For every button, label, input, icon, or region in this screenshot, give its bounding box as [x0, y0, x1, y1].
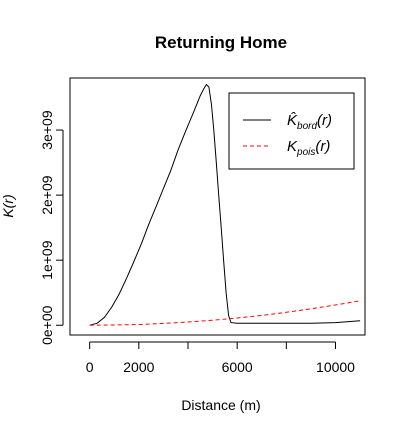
- x-tick-label: 2000: [123, 359, 154, 375]
- x-tick-label: 6000: [222, 359, 253, 375]
- x-tick-label: 10000: [316, 359, 355, 375]
- x-axis-label: Distance (m): [181, 397, 260, 413]
- y-axis: 0e+00 1e+09 2e+09 3e+09: [39, 110, 63, 345]
- y-tick-label: 2e+09: [39, 175, 55, 215]
- x-axis: 0 2000 6000 10000: [86, 342, 355, 375]
- x-tick-label: 0: [86, 359, 94, 375]
- y-tick-label: 1e+09: [39, 240, 55, 280]
- y-axis-label-text: K(r): [0, 194, 16, 217]
- chart-title: Returning Home: [155, 33, 287, 52]
- legend: K̂bord(r)Kpois(r): [229, 93, 354, 169]
- y-tick-label: 0e+00: [39, 305, 55, 345]
- series-line-k-pois: [90, 301, 360, 325]
- y-axis-label: K(r): [0, 194, 16, 217]
- legend-box: [229, 93, 354, 169]
- y-tick-label: 3e+09: [39, 110, 55, 150]
